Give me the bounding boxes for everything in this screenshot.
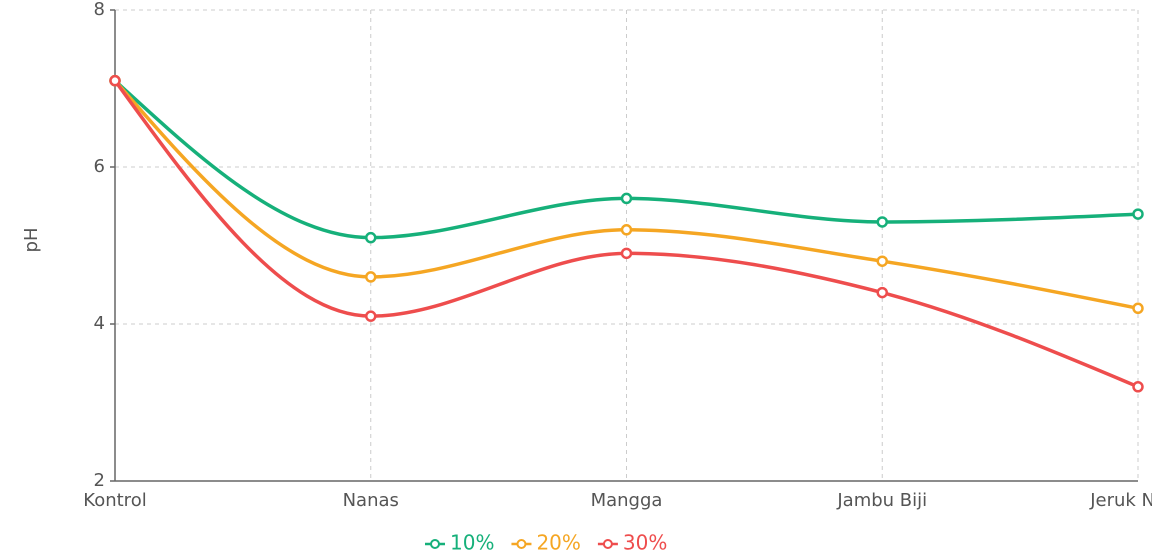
- point: [109, 74, 121, 87]
- x-tick-label: Jeruk Nipis: [1089, 490, 1152, 511]
- point: [876, 255, 888, 267]
- x-tick-label: Jambu Biji: [836, 490, 927, 511]
- x-tick-label: Kontrol: [83, 490, 146, 511]
- point: [876, 216, 888, 228]
- point: [1132, 208, 1144, 220]
- legend-swatch: [516, 539, 527, 549]
- point: [1132, 381, 1144, 393]
- y-tick-label: 4: [94, 313, 105, 334]
- y-tick-label: 6: [94, 156, 105, 177]
- point: [365, 231, 377, 244]
- point: [365, 271, 377, 283]
- line: [113, 79, 1139, 240]
- legend: 10% 20% 30%: [425, 531, 667, 555]
- line: [113, 79, 1139, 389]
- legend-label: 20%: [536, 531, 580, 555]
- point: [620, 192, 633, 205]
- x-tick-label: Nanas: [343, 490, 399, 511]
- point: [876, 286, 888, 299]
- y-tick-label: 8: [94, 0, 105, 20]
- point: [365, 310, 377, 322]
- point: [1132, 302, 1144, 315]
- legend-swatch: [430, 539, 440, 549]
- legend-swatch: [602, 539, 613, 549]
- legend-label: 10%: [450, 531, 494, 555]
- point: [620, 224, 633, 236]
- x-tick-label: Mangga: [591, 490, 663, 511]
- legend-label: 30%: [623, 531, 667, 555]
- point: [620, 247, 633, 260]
- y-tick-label: 2: [94, 470, 105, 491]
- y-axis-title: pH: [21, 228, 42, 253]
